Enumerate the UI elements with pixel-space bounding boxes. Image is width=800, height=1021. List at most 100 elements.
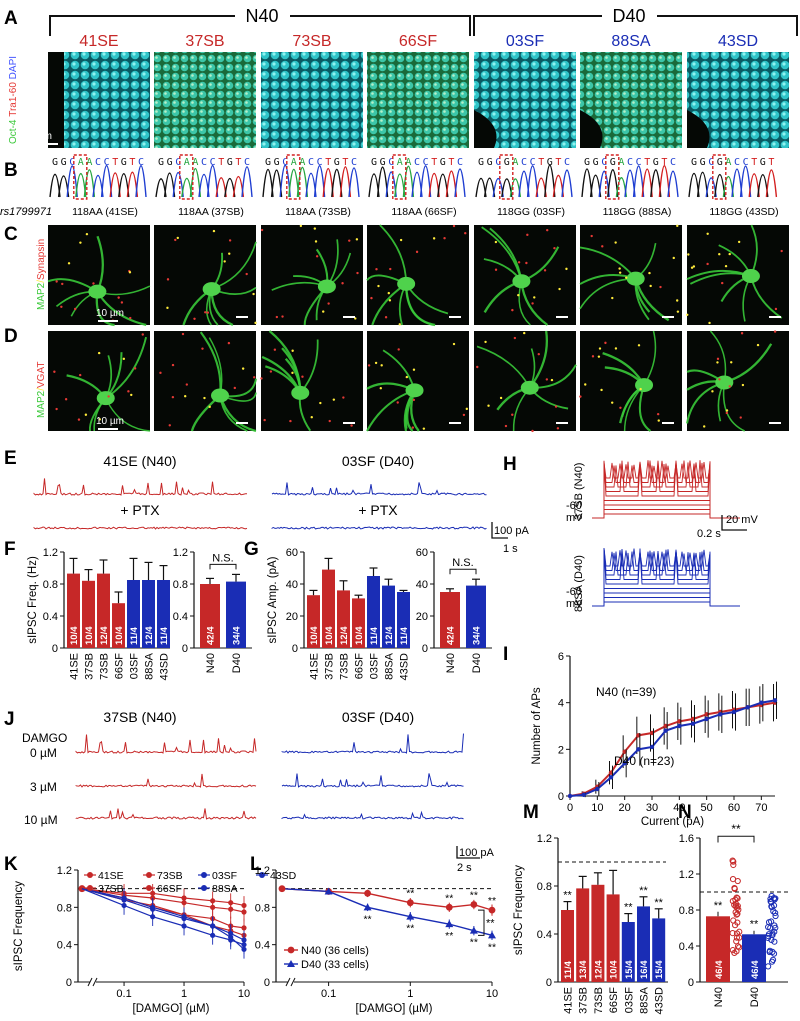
data-point	[718, 712, 723, 717]
puncta	[625, 276, 628, 279]
base-letter: A	[184, 157, 190, 168]
puncta	[523, 331, 526, 335]
x-tick-label: 41SE	[563, 987, 575, 1014]
y-tick-label: 20	[286, 611, 298, 623]
puncta	[411, 426, 415, 429]
puncta	[122, 357, 126, 361]
panel-letter-M: M	[523, 802, 539, 823]
cell-point	[734, 902, 741, 910]
soma	[88, 284, 107, 299]
puncta	[601, 245, 604, 248]
base-letter: G	[610, 157, 616, 168]
puncta	[61, 282, 64, 286]
base-letter: C	[708, 157, 714, 168]
j-trace-37sb-0	[75, 734, 257, 754]
chromatogram-peak	[526, 165, 539, 198]
h-trace-37sb	[592, 460, 740, 519]
n-label: 42/4	[206, 626, 217, 645]
x-tick-label: 66SF	[354, 653, 366, 680]
chromatogram-peak	[296, 166, 309, 198]
y-axis-label: sIPSC Frequency	[13, 881, 25, 971]
d-image-background	[48, 331, 150, 431]
c-image-41SE	[47, 225, 151, 327]
j-trace-37sb-2	[75, 808, 257, 820]
puncta	[504, 424, 508, 428]
c-image-37SB	[154, 225, 257, 327]
puncta	[637, 344, 641, 347]
puncta	[718, 378, 721, 381]
base-letter: C	[521, 157, 527, 168]
puncta	[558, 287, 561, 291]
cell-point	[736, 934, 743, 941]
puncta	[241, 367, 245, 370]
legend-marker	[201, 872, 207, 878]
puncta	[98, 418, 101, 421]
puncta	[133, 367, 137, 370]
cell-point	[734, 910, 741, 917]
sig-bracket	[717, 835, 755, 843]
panel-letter-G: G	[244, 539, 259, 560]
puncta	[79, 241, 82, 244]
data-point	[181, 914, 187, 920]
cell-point	[769, 931, 776, 939]
x-tick-label: 60	[728, 802, 740, 814]
data-point	[690, 721, 696, 726]
d-stain-label: MAP2/VGAT	[36, 362, 47, 419]
d-image-43SD	[685, 330, 789, 432]
j-drug-label: DAMGO	[22, 731, 67, 745]
x-tick-label: 0.1	[321, 988, 336, 1000]
puncta	[619, 406, 622, 409]
puncta	[281, 315, 284, 318]
x-tick-label: 37SB	[578, 987, 590, 1014]
puncta	[370, 296, 373, 300]
G-summary-bar-N40	[440, 592, 460, 648]
e-trace-03sf	[271, 482, 487, 496]
puncta	[204, 311, 207, 314]
puncta	[773, 330, 777, 333]
puncta	[718, 253, 721, 256]
puncta	[384, 316, 388, 319]
y-tick-label: 60	[286, 547, 298, 559]
puncta	[465, 407, 469, 411]
base-letter: A	[512, 157, 518, 168]
puncta	[565, 267, 568, 271]
j-trace-03sf-1	[281, 773, 464, 788]
puncta	[415, 250, 419, 254]
x-tick-label: N40	[205, 653, 217, 673]
series-line-1	[569, 699, 776, 797]
puncta	[356, 271, 359, 275]
puncta	[206, 311, 210, 314]
sig-star: **	[714, 900, 723, 912]
chromatogram-peak	[454, 168, 466, 198]
y-tick-label: 1.2	[537, 833, 552, 845]
n-label: 46/4	[750, 960, 761, 979]
data-point	[649, 744, 655, 750]
data-point	[469, 926, 478, 934]
puncta	[120, 301, 124, 304]
G-bar-41SE	[307, 595, 320, 648]
cell-point	[765, 933, 772, 940]
chromatogram-peak	[376, 166, 389, 198]
x-tick-label: 66SF	[114, 653, 126, 680]
data-point	[745, 705, 750, 710]
h-trace-37sb	[592, 504, 740, 519]
puncta	[397, 348, 400, 351]
micrograph-dark-region	[580, 110, 603, 148]
puncta	[687, 253, 690, 256]
x-tick-label: 73SB	[593, 987, 605, 1014]
puncta	[533, 296, 536, 299]
c-image-03SF	[474, 225, 576, 326]
j-conc-1: 3 µM	[30, 780, 57, 794]
e-trace-03sf-ptx	[271, 526, 487, 530]
puncta	[740, 332, 744, 335]
base-letter: C	[636, 157, 642, 168]
M-bar-66SF	[606, 894, 620, 982]
x-tick-label: 0	[567, 802, 573, 814]
y-axis-label: sIPSC Freq. (Hz)	[27, 556, 39, 644]
y-tick-label: 0.4	[57, 940, 72, 952]
h-label-bottom: 88SA (D40)	[573, 555, 585, 612]
base-letter: G	[691, 157, 697, 168]
h-trace-88sa	[592, 548, 740, 607]
puncta	[690, 266, 694, 269]
cell-point	[770, 908, 777, 915]
